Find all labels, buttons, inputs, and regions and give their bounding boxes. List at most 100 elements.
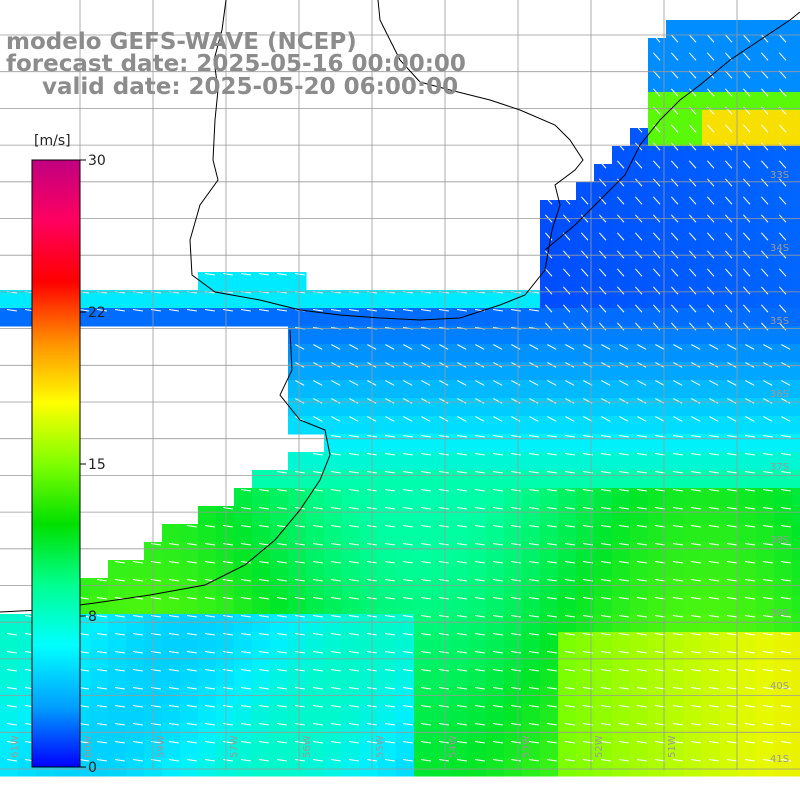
wind-arrow — [330, 669, 341, 672]
wind-arrow — [654, 723, 665, 726]
field-cell — [738, 92, 757, 111]
field-cell — [486, 578, 505, 597]
field-cell — [414, 704, 433, 723]
field-cell — [576, 452, 595, 471]
field-cell — [774, 344, 793, 363]
field-cell — [324, 362, 343, 381]
wind-arrow — [780, 705, 791, 708]
wind-arrow — [492, 651, 503, 654]
wind-arrow — [655, 398, 665, 404]
wind-arrow — [349, 398, 359, 404]
wind-arrow — [114, 687, 125, 690]
field-cell — [684, 398, 703, 417]
wind-arrow — [691, 398, 701, 404]
wind-arrow — [384, 579, 395, 582]
wind-arrow — [708, 651, 719, 654]
wind-arrow — [258, 633, 269, 636]
wind-arrow — [438, 525, 449, 528]
colorbar-label: 15 — [88, 457, 106, 473]
wind-arrow — [708, 669, 719, 672]
wind-arrow — [313, 416, 323, 422]
field-cell — [702, 56, 721, 75]
wind-arrow — [186, 543, 197, 546]
field-cell — [198, 632, 217, 651]
wind-arrow — [384, 543, 395, 546]
wind-arrow — [330, 705, 341, 708]
wind-arrow — [780, 561, 791, 564]
wind-arrow — [403, 398, 413, 404]
field-cell — [684, 704, 703, 723]
field-cell — [234, 542, 253, 561]
field-cell — [324, 578, 343, 597]
field-cell — [630, 578, 649, 597]
field-cell — [360, 560, 379, 579]
field-cell — [684, 632, 703, 651]
wind-arrow — [402, 525, 413, 528]
wind-arrow — [547, 344, 557, 350]
field-cell — [0, 308, 19, 327]
field-cell — [666, 632, 685, 651]
field-cell — [252, 740, 271, 759]
wind-arrow — [510, 705, 521, 708]
field-cell — [342, 308, 361, 327]
field-cell — [288, 668, 307, 687]
wind-arrow — [690, 705, 701, 708]
field-cell — [450, 380, 469, 399]
wind-arrow — [546, 705, 557, 708]
wind-arrow — [780, 723, 791, 726]
wind-arrow — [690, 489, 701, 492]
field-cell — [756, 56, 775, 75]
wind-arrow — [385, 380, 395, 386]
field-cell — [414, 308, 433, 327]
wind-arrow — [724, 160, 733, 169]
wind-arrow — [688, 196, 697, 205]
wind-arrow — [492, 507, 503, 510]
wind-arrow — [348, 561, 359, 564]
wind-arrow — [294, 759, 305, 762]
wind-arrow — [438, 651, 449, 654]
wind-arrow — [6, 723, 17, 726]
wind-arrow — [312, 309, 323, 312]
wind-arrow — [600, 633, 611, 636]
wind-arrow — [420, 597, 431, 600]
wind-arrow — [709, 398, 719, 404]
wind-arrow — [240, 615, 251, 618]
field-cell — [306, 470, 325, 489]
field-cell — [738, 308, 757, 327]
wind-arrow — [349, 344, 359, 350]
wind-arrow — [258, 579, 269, 582]
colorbar-label: 0 — [88, 760, 97, 776]
wind-arrow — [636, 615, 647, 618]
wind-arrow — [438, 705, 449, 708]
field-cell — [396, 344, 415, 363]
field-cell — [432, 632, 451, 651]
field-cell — [540, 362, 559, 381]
wind-arrow — [670, 232, 679, 241]
field-cell — [270, 308, 289, 327]
field-cell — [576, 254, 595, 273]
field-cell — [342, 740, 361, 759]
wind-arrow — [688, 142, 697, 151]
lon-label: 55W — [375, 735, 386, 758]
field-cell — [450, 290, 469, 309]
wind-arrow — [744, 489, 755, 492]
wind-arrow — [168, 597, 179, 600]
field-cell — [306, 398, 325, 417]
field-cell — [378, 416, 397, 435]
field-cell — [774, 56, 793, 75]
wind-arrow — [780, 507, 791, 510]
wind-arrow — [331, 380, 341, 386]
wind-arrow — [744, 507, 755, 510]
wind-arrow — [706, 268, 715, 277]
field-cell — [396, 290, 415, 309]
wind-arrow — [258, 741, 269, 744]
wind-arrow — [565, 416, 575, 422]
field-cell — [594, 560, 613, 579]
field-cell — [198, 722, 217, 741]
field-cell — [666, 290, 685, 309]
wind-arrow — [727, 344, 737, 350]
field-cell — [414, 524, 433, 543]
wind-arrow — [562, 286, 571, 295]
wind-arrow — [312, 453, 323, 456]
wind-arrow — [510, 489, 521, 492]
